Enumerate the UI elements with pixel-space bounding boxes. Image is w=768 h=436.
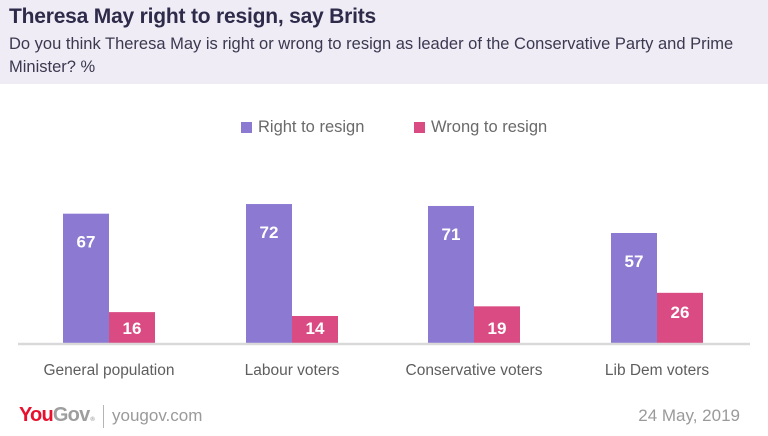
bar-right-to-resign-lib-dem-voters bbox=[611, 232, 657, 343]
legend-label-right: Right to resign bbox=[258, 118, 365, 136]
chart-subtitle: Do you think Theresa May is right or wro… bbox=[9, 35, 734, 76]
bar-wrong-to-resign-labour-voters bbox=[292, 315, 338, 343]
category-label-labour-voters: Labour voters bbox=[245, 362, 340, 379]
bar-right-to-resign-general-population bbox=[63, 213, 109, 343]
header-band: Theresa May right to resign, say Brits D… bbox=[0, 0, 768, 84]
footer-date: 24 May, 2019 bbox=[638, 406, 740, 425]
legend-item-wrong-to-resign: Wrong to resign bbox=[414, 118, 547, 137]
category-label-conservative-voters: Conservative voters bbox=[406, 362, 543, 379]
category-label-lib-dem-voters: Lib Dem voters bbox=[605, 362, 709, 379]
value-label-right-to-resign-lib-dem-voters: 57 bbox=[625, 252, 644, 271]
logo-you: You bbox=[19, 404, 54, 426]
value-label-right-to-resign-labour-voters: 72 bbox=[260, 223, 279, 242]
bar-right-to-resign-conservative-voters bbox=[428, 205, 474, 343]
value-label-wrong-to-resign-conservative-voters: 19 bbox=[488, 319, 507, 338]
chart-title: Theresa May right to resign, say Brits bbox=[9, 5, 377, 28]
category-label-general-population: General population bbox=[44, 362, 175, 379]
bar-right-to-resign-labour-voters bbox=[246, 204, 292, 343]
value-label-wrong-to-resign-general-population: 16 bbox=[123, 319, 142, 338]
legend-swatch-right bbox=[241, 122, 252, 133]
labels-group: 67 16 General population 72 14 Labour voters 7… bbox=[44, 223, 710, 379]
bar-wrong-to-resign-conservative-voters bbox=[474, 306, 520, 343]
footer-url: yougov.com bbox=[112, 406, 203, 425]
logo-registered-mark: ® bbox=[90, 417, 95, 423]
legend: Right to resign Wrong to resign bbox=[0, 118, 768, 140]
legend-item-right-to-resign: Right to resign bbox=[241, 118, 364, 137]
legend-label-wrong: Wrong to resign bbox=[431, 118, 548, 136]
value-label-wrong-to-resign-lib-dem-voters: 26 bbox=[671, 303, 690, 322]
bar-wrong-to-resign-general-population bbox=[109, 312, 155, 343]
value-label-right-to-resign-conservative-voters: 71 bbox=[442, 225, 461, 244]
logo-gov: Gov bbox=[52, 404, 90, 426]
yougov-logo: You Gov ® bbox=[19, 404, 95, 427]
bar-wrong-to-resign-lib-dem-voters bbox=[657, 292, 703, 343]
footer-divider bbox=[103, 405, 104, 428]
bars-group bbox=[63, 204, 703, 343]
value-label-right-to-resign-general-population: 67 bbox=[77, 233, 96, 252]
legend-swatch-wrong bbox=[414, 122, 425, 133]
value-label-wrong-to-resign-labour-voters: 14 bbox=[306, 319, 325, 338]
